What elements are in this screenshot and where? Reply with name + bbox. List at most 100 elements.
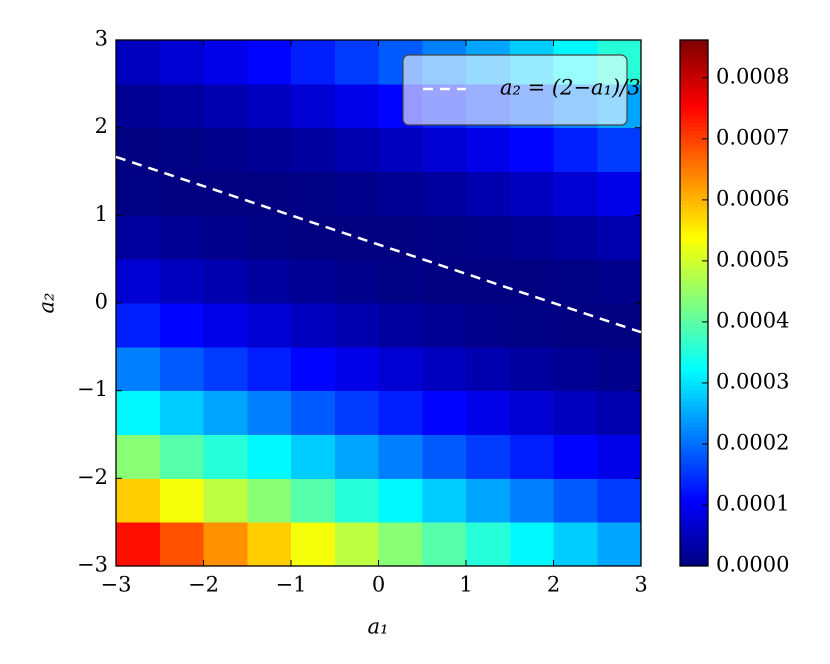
heat-cell <box>466 215 511 260</box>
colorbar-segment <box>680 508 708 514</box>
colorbar-segment <box>680 40 708 45</box>
heat-cell <box>378 390 423 435</box>
heat-cell <box>159 303 204 348</box>
heat-cell <box>422 171 467 216</box>
colorbar-segment <box>680 56 708 62</box>
y-tick-label: 2 <box>95 114 108 138</box>
heat-cell <box>334 390 379 435</box>
legend-box <box>402 54 628 126</box>
colorbar-tick-label: 0.0004 <box>716 308 789 332</box>
colorbar-segment <box>680 520 708 526</box>
colorbar-segment <box>680 356 708 362</box>
heat-cell <box>509 259 554 304</box>
heat-cell <box>291 390 336 435</box>
colorbar-segment <box>680 155 708 160</box>
heat-cell <box>509 346 554 392</box>
colorbar-segment <box>680 142 708 148</box>
heat-cell <box>247 40 292 85</box>
heat-cell <box>466 522 511 567</box>
colorbar-segment <box>680 261 708 267</box>
colorbar-tick-label: 0.0000 <box>716 553 789 577</box>
colorbar-segment <box>680 438 708 444</box>
colorbar-segment <box>680 463 708 468</box>
heat-cell <box>466 390 511 435</box>
colorbar-segment <box>680 381 708 386</box>
colorbar-segment <box>680 475 708 481</box>
heat-cell <box>247 259 292 304</box>
colorbar-segment <box>680 426 708 431</box>
heat-cell <box>247 303 292 348</box>
colorbar-segment <box>680 220 708 226</box>
colorbar-segment <box>680 471 708 477</box>
colorbar-segment <box>680 208 708 214</box>
heat-cell <box>247 346 292 392</box>
heat-cell <box>597 215 642 260</box>
colorbar-segment <box>680 171 708 177</box>
heat-cell <box>378 259 423 304</box>
heat-cell <box>334 127 379 172</box>
colorbar-segment <box>680 352 708 358</box>
colorbar-segment <box>680 64 708 70</box>
heat-cell <box>509 171 554 216</box>
colorbar-segment <box>680 274 708 279</box>
colorbar-segment <box>680 224 708 230</box>
x-tick-label: 1 <box>459 573 472 597</box>
legend: a₂ = (2−a₁)/3 <box>402 54 641 126</box>
x-tick-label: −1 <box>276 573 307 597</box>
colorbar-segment <box>680 85 708 90</box>
colorbar-segment <box>680 303 708 308</box>
colorbar-segment <box>680 130 708 136</box>
colorbar-segment <box>680 212 708 218</box>
colorbar-segment <box>680 385 708 390</box>
heat-cell <box>291 522 336 567</box>
heat-cell <box>203 83 248 129</box>
heat-cell <box>553 259 598 304</box>
heat-cell <box>466 434 511 479</box>
colorbar-segment <box>680 257 708 263</box>
heat-cell <box>466 346 511 392</box>
x-axis-label: a₁ <box>368 615 389 639</box>
colorbar-segment <box>680 233 708 238</box>
heat-cell <box>334 478 379 523</box>
heat-cell <box>159 522 204 567</box>
colorbar-segment <box>680 405 708 411</box>
colorbar-segment <box>680 237 708 242</box>
colorbar-segment <box>680 294 708 300</box>
heat-cell <box>203 259 248 304</box>
colorbar-segment <box>680 434 708 440</box>
y-tick-label: 3 <box>95 27 108 51</box>
colorbar-segment <box>680 290 708 296</box>
heat-cell <box>553 127 598 172</box>
heat-cell <box>553 215 598 260</box>
heat-cell <box>597 127 642 172</box>
colorbar-segment <box>680 109 708 115</box>
y-tick-label: 1 <box>95 202 108 226</box>
colorbar-segment <box>680 368 708 374</box>
x-tick-label: 3 <box>634 573 647 597</box>
colorbar-segment <box>680 496 708 501</box>
colorbar-segment <box>680 557 708 563</box>
heat-cell <box>159 215 204 260</box>
heat-cell <box>247 127 292 172</box>
heat-cell <box>378 303 423 348</box>
colorbar-segment <box>680 545 708 551</box>
colorbar-tick-label: 0.0003 <box>716 369 789 393</box>
colorbar-segment <box>680 76 708 82</box>
heat-cell <box>378 171 423 216</box>
colorbar-segment <box>680 183 708 189</box>
colorbar-segment <box>680 323 708 329</box>
colorbar-segment <box>680 504 708 510</box>
heat-cell <box>597 346 642 392</box>
heat-cell <box>422 390 467 435</box>
colorbar-segment <box>680 422 708 427</box>
colorbar-segment <box>680 561 708 567</box>
colorbar-segment <box>680 60 708 66</box>
colorbar-segment <box>680 442 708 448</box>
colorbar-segment <box>680 524 708 530</box>
heat-cell <box>466 171 511 216</box>
heat-cell <box>159 478 204 523</box>
legend-label: a₂ = (2−a₁)/3 <box>500 76 641 100</box>
heat-cell <box>203 171 248 216</box>
heat-cell <box>597 259 642 304</box>
